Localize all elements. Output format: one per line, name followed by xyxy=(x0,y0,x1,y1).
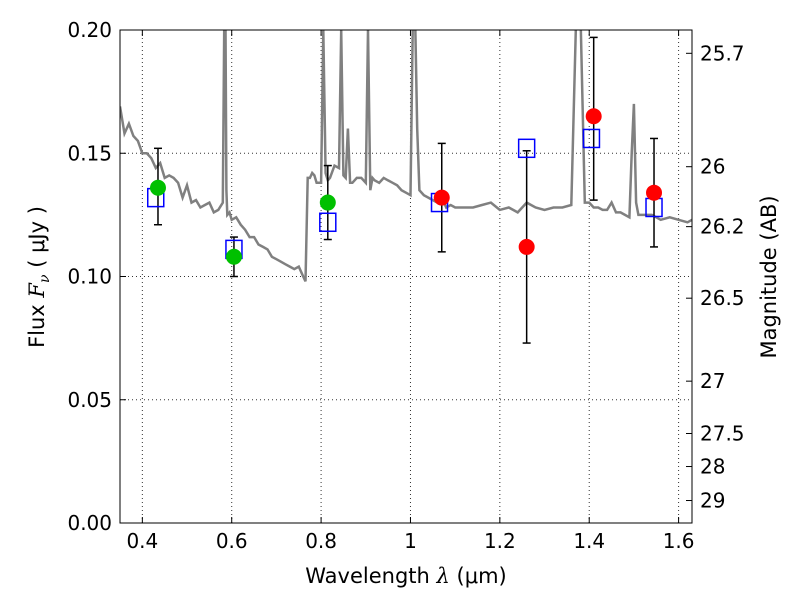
green-data-point xyxy=(225,248,242,265)
y2-tick-label: 26.5 xyxy=(700,286,745,310)
y2-tick-label: 28 xyxy=(700,455,725,479)
model-box xyxy=(319,212,337,233)
plot-frame xyxy=(119,29,693,524)
y2-tick-label: 27.5 xyxy=(700,422,745,446)
spectrum-layer xyxy=(120,30,692,282)
y2-tick-label: 25.7 xyxy=(700,41,745,65)
x-tick-label: 1 xyxy=(404,529,417,553)
y2-tick-label: 26 xyxy=(700,155,725,179)
model-box xyxy=(582,128,601,149)
y2-tick-label: 27 xyxy=(700,369,725,393)
y-axis-ticks: 0.00 0.05 0.10 0.15 0.20 xyxy=(67,18,126,535)
red-data-point xyxy=(518,238,535,255)
x-axis-label: Wavelength λ (μm) xyxy=(305,564,506,588)
y2-tick-label: 29 xyxy=(700,489,725,513)
x-tick-label: 1.2 xyxy=(484,529,516,553)
y2-axis-ticks: 25.7 26 26.2 26.5 27 27.5 28 29 xyxy=(686,41,745,513)
y-tick-label: 0.15 xyxy=(67,141,112,165)
x-tick-label: 1.4 xyxy=(573,529,605,553)
grid-lines xyxy=(120,29,692,524)
y2-axis-label: Magnitude (AB) xyxy=(757,195,781,358)
x-tick-label: 0.8 xyxy=(305,529,337,553)
red-data-point xyxy=(585,108,602,125)
green-data-point xyxy=(319,194,336,211)
x-axis-ticks: 0.4 0.6 0.8 1 1.2 1.4 1.6 xyxy=(126,30,695,553)
x-tick-label: 1.6 xyxy=(663,529,695,553)
photometry-point-layer xyxy=(149,108,663,265)
green-data-point xyxy=(149,179,166,196)
model-box-layer xyxy=(147,128,663,260)
x-tick-label: 0.6 xyxy=(216,529,248,553)
y-axis-label: Flux Fν ( μJy ) xyxy=(25,206,53,348)
red-data-point xyxy=(433,189,450,206)
spectrum-line xyxy=(120,30,692,282)
y-tick-label: 0.05 xyxy=(67,388,112,412)
model-box xyxy=(517,138,536,159)
y-tick-label: 0.20 xyxy=(67,18,112,42)
red-data-point xyxy=(646,184,663,201)
y2-tick-label: 26.2 xyxy=(700,215,745,239)
x-tick-label: 0.4 xyxy=(126,529,158,553)
y-tick-label: 0.00 xyxy=(67,511,112,535)
y-tick-label: 0.10 xyxy=(67,265,112,289)
